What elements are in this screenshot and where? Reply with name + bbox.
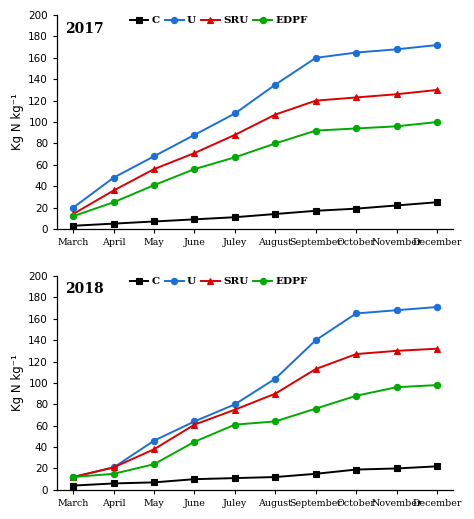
C: [313, 471, 319, 477]
Line: SRU: SRU: [70, 346, 440, 480]
U: [353, 310, 359, 317]
C: [111, 480, 117, 486]
Line: EDPF: EDPF: [70, 382, 440, 480]
C: [313, 208, 319, 214]
U: [434, 304, 440, 310]
C: [353, 467, 359, 473]
EDPF: [353, 393, 359, 399]
Legend: C, U, SRU, EDPF: C, U, SRU, EDPF: [129, 16, 308, 25]
SRU: [70, 474, 76, 480]
U: [70, 474, 76, 480]
SRU: [111, 465, 117, 471]
U: [434, 42, 440, 48]
Text: 2018: 2018: [65, 282, 104, 296]
U: [191, 418, 197, 425]
U: [273, 81, 278, 88]
U: [151, 438, 157, 444]
SRU: [273, 112, 278, 118]
C: [353, 206, 359, 212]
U: [273, 376, 278, 382]
C: [434, 199, 440, 206]
U: [70, 204, 76, 211]
EDPF: [394, 384, 400, 390]
C: [111, 221, 117, 227]
U: [353, 49, 359, 56]
C: [394, 202, 400, 209]
U: [191, 132, 197, 138]
SRU: [232, 406, 238, 413]
EDPF: [353, 126, 359, 132]
U: [111, 174, 117, 181]
U: [232, 111, 238, 117]
Text: 2017: 2017: [65, 21, 104, 35]
SRU: [394, 348, 400, 354]
SRU: [353, 94, 359, 101]
U: [151, 153, 157, 159]
C: [232, 214, 238, 221]
Line: SRU: SRU: [70, 87, 440, 217]
C: [70, 223, 76, 229]
EDPF: [273, 140, 278, 146]
EDPF: [232, 421, 238, 428]
SRU: [151, 166, 157, 172]
SRU: [434, 87, 440, 93]
SRU: [191, 150, 197, 156]
SRU: [313, 98, 319, 104]
C: [273, 474, 278, 480]
EDPF: [70, 213, 76, 219]
Line: C: C: [70, 463, 440, 489]
U: [394, 307, 400, 313]
U: [313, 55, 319, 61]
C: [151, 218, 157, 225]
C: [434, 463, 440, 470]
EDPF: [191, 439, 197, 445]
EDPF: [273, 418, 278, 425]
EDPF: [70, 474, 76, 480]
EDPF: [434, 382, 440, 388]
SRU: [191, 421, 197, 428]
U: [111, 465, 117, 471]
EDPF: [394, 123, 400, 129]
EDPF: [313, 128, 319, 134]
Y-axis label: Kg N kg⁻¹: Kg N kg⁻¹: [11, 354, 24, 412]
C: [191, 216, 197, 223]
Legend: C, U, SRU, EDPF: C, U, SRU, EDPF: [129, 277, 308, 286]
C: [273, 211, 278, 217]
SRU: [394, 91, 400, 98]
U: [232, 401, 238, 407]
SRU: [353, 351, 359, 357]
Line: EDPF: EDPF: [70, 119, 440, 219]
C: [232, 475, 238, 481]
C: [191, 476, 197, 482]
SRU: [434, 346, 440, 352]
SRU: [232, 132, 238, 138]
Line: C: C: [70, 199, 440, 229]
U: [313, 337, 319, 343]
C: [70, 483, 76, 489]
SRU: [111, 187, 117, 194]
EDPF: [111, 199, 117, 206]
EDPF: [111, 471, 117, 477]
EDPF: [313, 405, 319, 412]
EDPF: [191, 166, 197, 172]
SRU: [313, 366, 319, 372]
Y-axis label: Kg N kg⁻¹: Kg N kg⁻¹: [11, 93, 24, 151]
U: [394, 46, 400, 52]
SRU: [151, 446, 157, 453]
Line: U: U: [70, 304, 440, 480]
SRU: [273, 390, 278, 397]
C: [151, 479, 157, 485]
EDPF: [434, 119, 440, 125]
C: [394, 466, 400, 472]
EDPF: [151, 182, 157, 188]
SRU: [70, 211, 76, 217]
Line: U: U: [70, 42, 440, 211]
EDPF: [232, 154, 238, 160]
EDPF: [151, 461, 157, 467]
